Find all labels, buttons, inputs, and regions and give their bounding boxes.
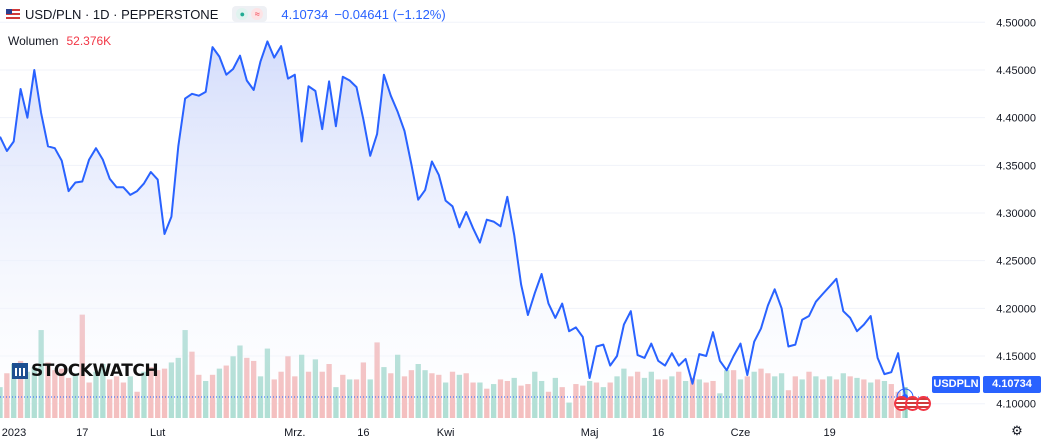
- price-tick-label: 4.10000: [996, 399, 1036, 411]
- price-area-fill: [0, 41, 905, 419]
- price-tick-label: 4.45000: [996, 65, 1036, 77]
- volume-value: 52.376K: [66, 34, 112, 48]
- stockwatch-watermark: STOCKWATCH: [12, 361, 159, 381]
- price-line: [0, 40, 906, 398]
- time-tick-label: 2023: [2, 427, 26, 439]
- time-tick-label: Kwi: [437, 427, 455, 439]
- status-chip[interactable]: ● ≈: [232, 6, 268, 22]
- price-tick-label: 4.20000: [996, 303, 1036, 315]
- us-flag-event-icon[interactable]: [916, 396, 931, 411]
- price-tick-label: 4.30000: [996, 208, 1036, 220]
- chart-bars-icon: [12, 363, 28, 379]
- us-flag-icon: [6, 9, 20, 19]
- price-change-value: −0.04641 (−1.12%): [334, 6, 446, 22]
- market-status-dot-icon: ●: [236, 8, 249, 20]
- watermark-text: STOCKWATCH: [31, 361, 159, 381]
- last-price-tag: 4.10734: [983, 376, 1041, 393]
- delay-wave-icon: ≈: [251, 8, 264, 20]
- time-tick-label: Maj: [581, 427, 599, 439]
- time-axis[interactable]: 2023 17 Lut Mrz. 16 Kwi Maj 16 Cze 19: [2, 427, 836, 439]
- time-tick-label: 19: [823, 427, 835, 439]
- chart-legend: USD/PLN · 1D · PEPPERSTONE ● ≈ 4.10734 −…: [6, 6, 446, 22]
- volume-legend: Wolumen 52.376K: [8, 34, 111, 48]
- time-tick-label: 16: [652, 427, 664, 439]
- price-tick-label: 4.25000: [996, 256, 1036, 268]
- economic-events[interactable]: [894, 396, 931, 411]
- price-tick-label: 4.50000: [996, 17, 1036, 29]
- price-tick-label: 4.15000: [996, 351, 1036, 363]
- price-tick-label: 4.40000: [996, 113, 1036, 125]
- time-tick-label: Lut: [150, 427, 165, 439]
- symbol-title[interactable]: USD/PLN · 1D · PEPPERSTONE: [25, 6, 219, 22]
- time-tick-label: 16: [357, 427, 369, 439]
- price-axis[interactable]: 4.50000 4.45000 4.40000 4.35000 4.30000 4.250…: [996, 17, 1036, 410]
- last-price-value: 4.10734: [281, 6, 329, 22]
- symbol-price-tag: USDPLN: [932, 376, 980, 393]
- time-tick-label: 17: [76, 427, 88, 439]
- gear-icon[interactable]: ⚙: [1011, 423, 1023, 438]
- price-tick-label: 4.35000: [996, 160, 1036, 172]
- volume-label[interactable]: Wolumen: [8, 34, 59, 48]
- time-tick-label: Cze: [731, 427, 751, 439]
- time-tick-label: Mrz.: [284, 427, 305, 439]
